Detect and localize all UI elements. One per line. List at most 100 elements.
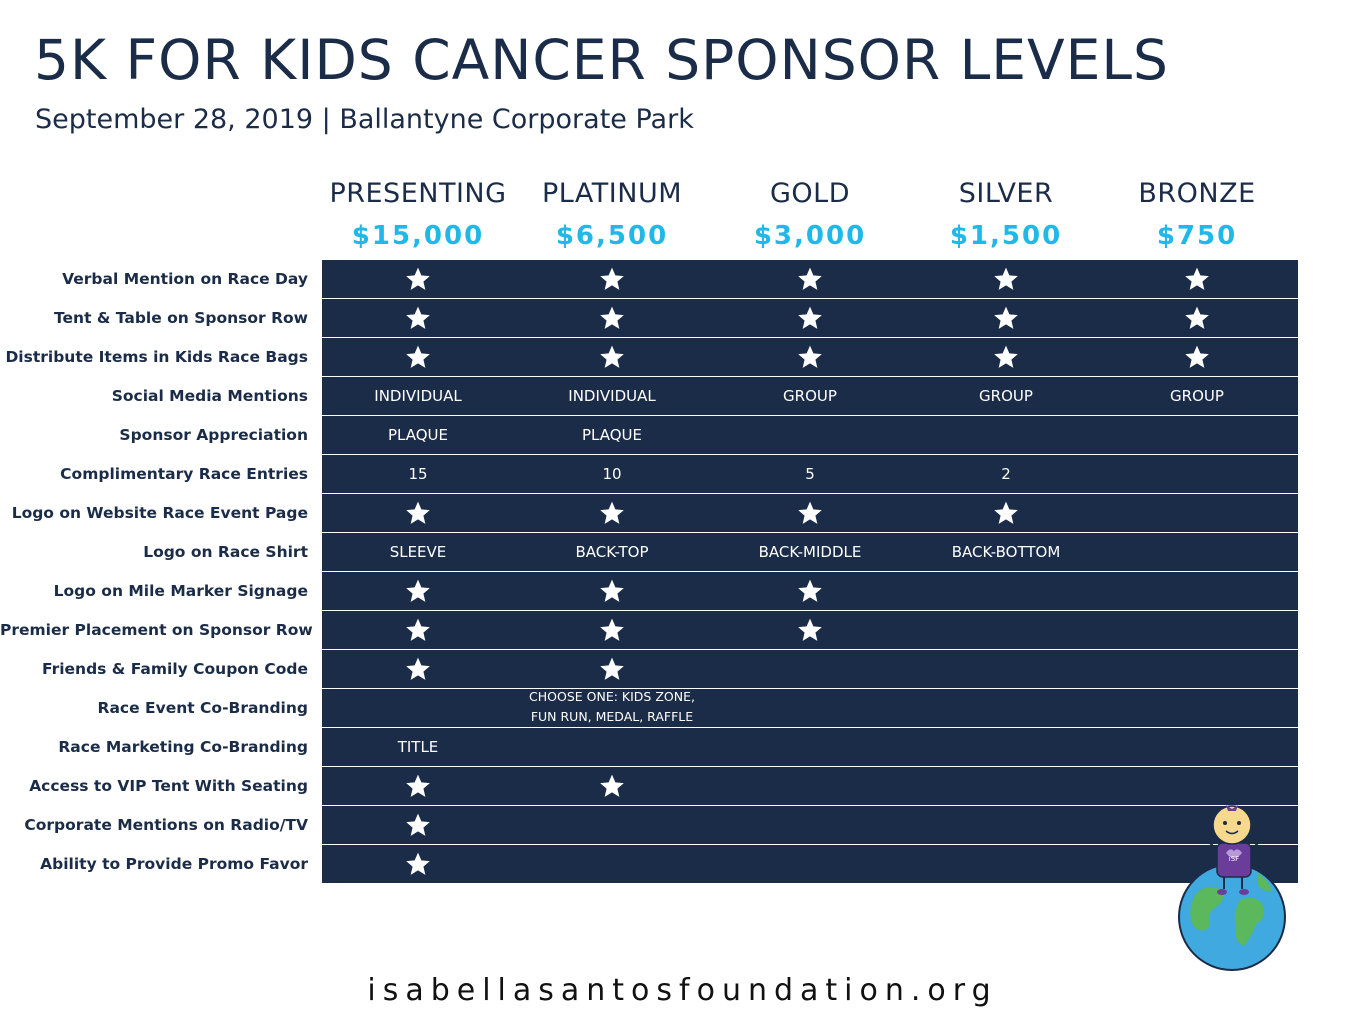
table-row: [322, 767, 1298, 805]
benefit-value-cell: 2: [1001, 465, 1011, 483]
star-icon: [600, 774, 624, 797]
star-icon: [600, 657, 624, 680]
benefit-value-cell: 15: [408, 465, 428, 483]
table-row: [322, 455, 1298, 493]
benefit-included-cell: [318, 851, 518, 881]
benefit-included-cell: [318, 812, 518, 842]
benefit-included-cell: [318, 266, 518, 296]
level-header-platinum: PLATINUM $6,500: [512, 178, 712, 251]
benefit-included-cell: [1097, 344, 1297, 374]
benefit-label: Verbal Mention on Race Day: [62, 270, 308, 288]
benefit-included-cell: [1097, 305, 1297, 335]
star-icon: [406, 813, 430, 836]
benefit-included-cell: [512, 344, 712, 374]
benefit-label: Social Media Mentions: [111, 387, 308, 405]
star-icon: [798, 501, 822, 524]
benefit-included-cell: [710, 344, 910, 374]
benefit-included-cell: [710, 305, 910, 335]
star-icon: [1185, 306, 1209, 329]
benefit-included-cell: [512, 266, 712, 296]
table-row: [322, 416, 1298, 454]
benefit-value-cell: SLEEVE: [389, 543, 447, 561]
benefit-included-cell: [318, 344, 518, 374]
level-name: BRONZE: [1138, 178, 1256, 209]
star-icon: [798, 267, 822, 290]
level-name: GOLD: [769, 178, 850, 209]
benefit-label: Corporate Mentions on Radio/TV: [24, 816, 308, 834]
benefit-label: Ability to Provide Promo Favor: [40, 855, 308, 873]
star-icon: [406, 306, 430, 329]
level-price: $1,500: [949, 221, 1063, 251]
benefit-label: Complimentary Race Entries: [60, 465, 308, 483]
benefit-included-cell: [318, 617, 518, 647]
star-icon: [600, 267, 624, 290]
benefit-value-cell: GROUP: [979, 387, 1033, 405]
benefit-included-cell: [318, 578, 518, 608]
star-icon: [406, 618, 430, 641]
table-row: [322, 689, 1298, 727]
star-icon: [994, 345, 1018, 368]
level-price: $15,000: [351, 221, 485, 251]
star-icon: [600, 501, 624, 524]
benefit-included-cell: [1097, 266, 1297, 296]
benefit-included-cell: [318, 773, 518, 803]
table-row: [322, 533, 1298, 571]
benefit-included-cell: [710, 617, 910, 647]
table-row: [322, 806, 1298, 844]
benefit-included-cell: [512, 578, 712, 608]
benefit-label: Friends & Family Coupon Code: [41, 660, 308, 678]
benefit-included-cell: [906, 266, 1106, 296]
benefit-label: Race Marketing Co-Branding: [58, 738, 308, 756]
star-icon: [798, 579, 822, 602]
page-title: 5K FOR KIDS CANCER SPONSOR LEVELS: [34, 28, 1169, 92]
benefit-included-cell: [318, 500, 518, 530]
svg-text:iSF: iSF: [1229, 855, 1239, 863]
level-header-gold: GOLD $3,000: [710, 178, 910, 251]
benefit-included-cell: [906, 500, 1106, 530]
benefit-value-cell: INDIVIDUAL: [374, 387, 462, 405]
table-row: [322, 845, 1298, 883]
benefit-value-cell: TITLE: [397, 738, 439, 756]
level-name: SILVER: [958, 178, 1054, 209]
star-icon: [406, 657, 430, 680]
star-icon: [994, 501, 1018, 524]
star-icon: [406, 267, 430, 290]
star-icon: [1185, 267, 1209, 290]
benefit-included-cell: [710, 500, 910, 530]
star-icon: [406, 774, 430, 797]
benefit-value-cell: PLAQUE: [387, 426, 448, 444]
benefit-included-cell: [512, 656, 712, 686]
benefit-value-cell: GROUP: [1170, 387, 1224, 405]
benefit-label: Logo on Mile Marker Signage: [53, 582, 308, 600]
mascot-globe-illustration: iSF: [1178, 805, 1286, 971]
benefit-value-cell: CHOOSE ONE: KIDS ZONE, FUN RUN, MEDAL, R…: [529, 689, 695, 724]
benefit-value-cell: GROUP: [783, 387, 837, 405]
benefit-included-cell: [512, 617, 712, 647]
star-icon: [798, 618, 822, 641]
level-price: $6,500: [555, 221, 669, 251]
benefit-value-cell: BACK-BOTTOM: [951, 543, 1061, 561]
star-icon: [406, 501, 430, 524]
star-icon: [406, 345, 430, 368]
benefit-value-cell: 10: [602, 465, 622, 483]
level-header-presenting: PRESENTING $15,000: [318, 178, 518, 251]
star-icon: [798, 345, 822, 368]
benefit-label: Access to VIP Tent With Seating: [29, 777, 308, 795]
star-icon: [600, 618, 624, 641]
table-row: [322, 650, 1298, 688]
benefit-included-cell: [710, 266, 910, 296]
star-icon: [406, 852, 430, 875]
table-row: [322, 377, 1298, 415]
benefit-included-cell: [318, 656, 518, 686]
benefit-label: Logo on Race Shirt: [143, 543, 308, 561]
star-icon: [994, 306, 1018, 329]
benefit-label: Race Event Co-Branding: [97, 699, 308, 717]
star-icon: [994, 267, 1018, 290]
benefit-included-cell: [512, 305, 712, 335]
level-price: $750: [1156, 221, 1238, 251]
star-icon: [600, 345, 624, 368]
benefit-label: Logo on Website Race Event Page: [11, 504, 308, 522]
star-icon: [600, 579, 624, 602]
level-name: PLATINUM: [541, 178, 683, 209]
benefit-value-cell: PLAQUE: [581, 426, 642, 444]
